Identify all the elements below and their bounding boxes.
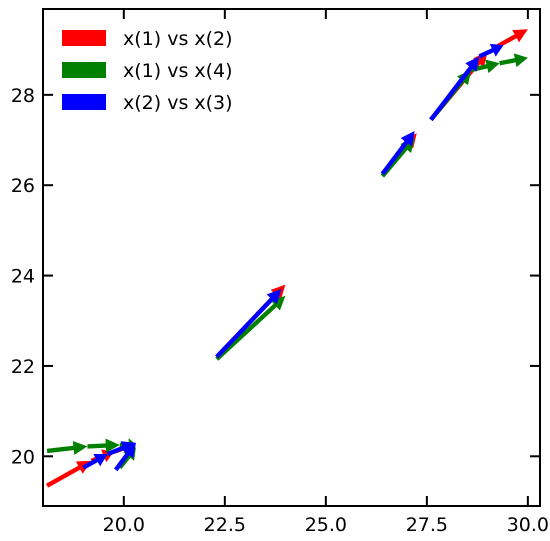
series-2-arrow <box>429 56 480 121</box>
series-1-arrow <box>87 438 120 453</box>
y-tick-label: 22 <box>11 356 35 378</box>
series-0-arrows <box>46 29 528 488</box>
series-1-arrow <box>470 59 500 74</box>
legend-swatch <box>62 62 106 78</box>
y-tick-label: 24 <box>11 266 35 288</box>
series-1-arrows <box>46 53 528 469</box>
x-tick-label: 30.0 <box>507 514 549 536</box>
series-2-arrow <box>478 43 504 59</box>
y-tick-label: 20 <box>11 446 35 468</box>
series-2-arrow <box>106 441 136 457</box>
series-2-arrows <box>82 43 504 472</box>
series-0-arrow <box>46 460 92 488</box>
x-axis-ticks: 20.0 22.5 25.0 27.5 30.0 <box>103 9 549 536</box>
series-2-arrow <box>82 454 108 470</box>
series-1-arrow <box>215 295 286 361</box>
legend: x(1) vs x(2) x(1) vs x(4) x(2) vs x(3) <box>62 28 233 114</box>
series-1-arrow <box>499 53 528 68</box>
legend-swatch <box>62 30 106 46</box>
x-tick-label: 22.5 <box>204 514 246 536</box>
series-2-arrow <box>114 442 136 472</box>
x-tick-label: 20.0 <box>103 514 145 536</box>
series-2-arrow <box>215 289 282 359</box>
legend-swatch <box>62 94 106 110</box>
plot-content <box>46 29 528 488</box>
legend-label: x(1) vs x(4) <box>123 60 233 82</box>
y-tick-label: 28 <box>11 85 35 107</box>
y-axis-ticks: 20 22 24 26 28 <box>11 85 540 468</box>
plot-frame <box>42 8 541 507</box>
legend-label: x(1) vs x(2) <box>123 28 233 50</box>
x-tick-label: 25.0 <box>305 514 347 536</box>
series-2-arrow <box>380 131 415 176</box>
y-tick-label: 26 <box>11 175 35 197</box>
series-0-arrow <box>494 29 528 50</box>
legend-label: x(2) vs x(3) <box>123 92 233 114</box>
x-tick-label: 27.5 <box>406 514 448 536</box>
series-1-arrow <box>46 441 88 455</box>
